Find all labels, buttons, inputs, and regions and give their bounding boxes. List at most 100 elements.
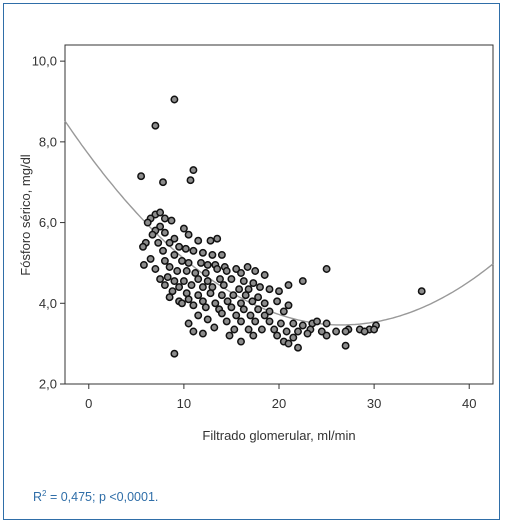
data-point: [237, 337, 245, 346]
y-axis-label: Fósforo sérico, mg/dl: [18, 154, 33, 275]
data-point: [275, 287, 283, 296]
data-point: [151, 121, 160, 130]
data-point: [159, 246, 167, 255]
x-tick-label: 10: [177, 396, 191, 411]
data-point: [198, 297, 207, 306]
y-tick-label: 8,0: [39, 134, 57, 149]
data-point: [279, 307, 288, 316]
data-point: [159, 178, 167, 187]
data-point: [254, 293, 263, 302]
data-point: [170, 95, 179, 104]
data-point: [198, 248, 207, 257]
data-point: [208, 250, 217, 259]
data-point: [249, 279, 258, 288]
data-point: [184, 230, 193, 239]
data-point: [273, 331, 282, 340]
data-point: [213, 234, 222, 243]
data-point: [370, 325, 379, 334]
data-point: [332, 327, 341, 336]
data-point: [217, 291, 226, 300]
x-tick-label: 30: [367, 396, 381, 411]
data-point: [206, 289, 215, 298]
data-point: [213, 265, 222, 273]
data-point: [154, 238, 163, 247]
plot-area: [64, 44, 494, 385]
data-point: [139, 260, 148, 269]
x-tick-label: 20: [272, 396, 286, 411]
data-point: [313, 317, 321, 326]
data-point: [194, 275, 203, 284]
data-point: [222, 317, 231, 326]
data-point: [203, 277, 212, 286]
data-point: [294, 343, 302, 352]
data-point: [225, 331, 234, 340]
data-point: [257, 325, 266, 334]
data-point: [260, 311, 269, 320]
data-point: [265, 307, 274, 316]
data-point: [298, 321, 307, 330]
data-point: [322, 265, 331, 273]
data-point: [232, 311, 241, 320]
data-point: [219, 281, 228, 290]
data-point: [289, 333, 298, 342]
data-point: [143, 218, 152, 227]
y-axis-ticks: 2,0 4,0 6,0 8,0 10,0: [32, 54, 65, 392]
data-point: [239, 277, 248, 286]
data-point: [237, 317, 245, 326]
data-point: [160, 214, 169, 223]
data-point: [417, 287, 426, 296]
scatter-chart: 0 10 20 30 40 2,0 4,0 6,0 8,0 10,0 Filtrado glom…: [18, 44, 494, 443]
data-point: [229, 291, 238, 300]
data-point: [139, 242, 147, 251]
data-point: [170, 234, 179, 243]
data-point: [151, 265, 160, 273]
data-point: [198, 329, 207, 338]
data-point: [201, 269, 210, 277]
data-point: [322, 331, 331, 340]
data-point: [284, 301, 293, 310]
data-point: [167, 216, 176, 225]
data-point: [237, 299, 245, 308]
data-point: [222, 267, 231, 275]
statistics-caption: R2 = 0,475; p <0,0001.: [33, 489, 158, 504]
data-point: [187, 281, 196, 290]
data-point: [165, 293, 174, 302]
data-point: [178, 299, 186, 308]
data-point: [241, 291, 250, 300]
data-point: [303, 329, 312, 338]
data-point: [211, 299, 220, 308]
data-point: [182, 267, 191, 275]
data-point: [206, 236, 215, 245]
data-point: [201, 303, 210, 312]
y-tick-label: 6,0: [39, 215, 57, 230]
data-point: [170, 277, 179, 286]
data-point: [254, 305, 263, 314]
data-point: [235, 285, 244, 294]
data-point: [217, 250, 226, 259]
data-point: [284, 281, 293, 290]
data-point: [189, 166, 198, 175]
data-point: [160, 281, 169, 290]
data-point: [173, 267, 182, 275]
data-point: [298, 277, 307, 286]
data-point: [175, 242, 184, 251]
data-point: [251, 267, 260, 275]
data-point: [270, 325, 279, 334]
data-point: [148, 230, 157, 239]
fit-curve-layer: [64, 120, 494, 326]
data-point: [191, 269, 200, 277]
data-point: [244, 325, 253, 334]
data-point: [175, 283, 184, 292]
data-point: [168, 287, 177, 296]
fit-curve: [64, 120, 494, 326]
y-tick-label: 2,0: [39, 377, 57, 392]
data-point: [156, 208, 165, 217]
x-axis-ticks: 0 10 20 30 40: [85, 384, 476, 411]
data-point: [179, 277, 188, 286]
data-point: [210, 323, 219, 332]
data-point: [276, 319, 285, 328]
data-point: [156, 275, 165, 284]
data-point: [230, 325, 239, 334]
data-point: [265, 285, 274, 294]
data-point: [186, 176, 195, 185]
